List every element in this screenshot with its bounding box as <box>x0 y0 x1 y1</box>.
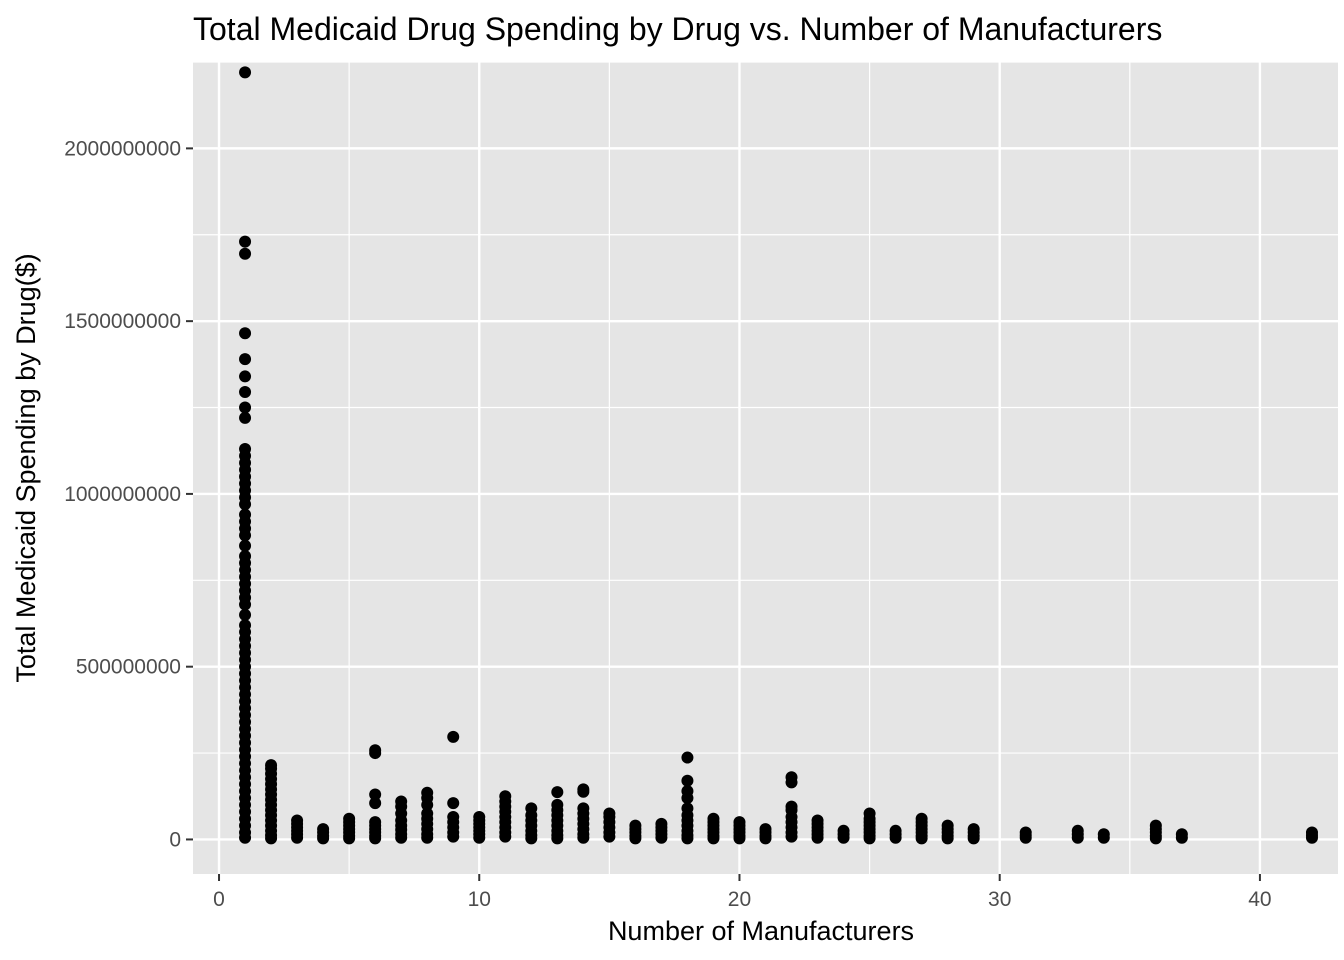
x-axis-title: Number of Manufacturers <box>608 916 914 946</box>
x-tick-label: 40 <box>1248 888 1271 911</box>
data-point <box>239 539 252 552</box>
data-point <box>967 832 980 845</box>
data-point <box>291 831 304 844</box>
data-point <box>811 831 824 844</box>
plot-panel <box>193 62 1338 874</box>
data-point <box>239 385 252 398</box>
data-point <box>447 830 460 843</box>
data-point <box>1097 831 1110 844</box>
data-point <box>655 831 668 844</box>
data-point <box>1071 831 1084 844</box>
data-point <box>239 327 252 340</box>
y-tick-label: 2000000000 <box>64 137 181 160</box>
x-tick-label: 20 <box>728 888 751 911</box>
data-point <box>343 832 356 845</box>
data-point <box>421 831 434 844</box>
x-tick-label: 30 <box>988 888 1011 911</box>
y-axis-title: Total Medicaid Spending by Drug($) <box>11 253 41 682</box>
data-point <box>863 832 876 845</box>
data-point <box>239 235 252 248</box>
data-point <box>681 832 694 845</box>
gridlines <box>193 61 1338 874</box>
data-point <box>239 370 252 383</box>
data-point <box>785 776 798 789</box>
data-point <box>447 797 460 810</box>
data-point <box>369 788 382 801</box>
data-point <box>369 832 382 845</box>
data-point <box>577 831 590 844</box>
data-point <box>239 529 252 542</box>
y-tick-label: 1000000000 <box>64 483 181 506</box>
axis-ticks: 0 10 20 30 40 0 500000000 1000000000 1500000000 2… <box>64 137 1271 911</box>
data-point <box>499 830 512 843</box>
data-point <box>1149 832 1162 845</box>
data-point <box>239 401 252 414</box>
y-tick-label: 0 <box>169 828 181 851</box>
data-point <box>707 832 720 845</box>
data-point <box>239 247 252 260</box>
data-point <box>941 832 954 845</box>
data-point <box>551 786 564 799</box>
y-tick-label: 500000000 <box>76 656 181 679</box>
data-point <box>603 830 616 843</box>
data-points <box>239 66 1318 845</box>
data-point <box>421 798 434 811</box>
data-point <box>577 785 590 798</box>
data-point <box>733 832 746 845</box>
x-tick-label: 10 <box>468 888 491 911</box>
data-point <box>317 832 330 845</box>
data-point <box>239 498 252 511</box>
data-point <box>889 831 902 844</box>
data-point <box>785 830 798 843</box>
data-point <box>1019 831 1032 844</box>
data-point <box>239 608 252 621</box>
data-point <box>239 353 252 366</box>
data-point <box>525 832 538 845</box>
data-point <box>1175 831 1188 844</box>
x-tick-label: 0 <box>213 888 225 911</box>
data-point <box>759 832 772 845</box>
data-point <box>239 66 252 79</box>
data-point <box>369 747 382 760</box>
data-point <box>239 411 252 424</box>
data-point <box>395 831 408 844</box>
data-point <box>1305 831 1318 844</box>
data-point <box>265 832 278 845</box>
data-point <box>681 791 694 804</box>
data-point <box>915 832 928 845</box>
data-point <box>239 598 252 611</box>
data-point <box>681 751 694 764</box>
data-point <box>473 831 486 844</box>
data-point <box>369 797 382 810</box>
data-point <box>681 774 694 787</box>
data-point <box>551 832 564 845</box>
data-point <box>629 832 642 845</box>
data-point <box>837 831 850 844</box>
y-tick-label: 1500000000 <box>64 310 181 333</box>
data-point <box>239 831 252 844</box>
data-point <box>447 730 460 743</box>
chart-title: Total Medicaid Drug Spending by Drug vs.… <box>193 11 1162 47</box>
